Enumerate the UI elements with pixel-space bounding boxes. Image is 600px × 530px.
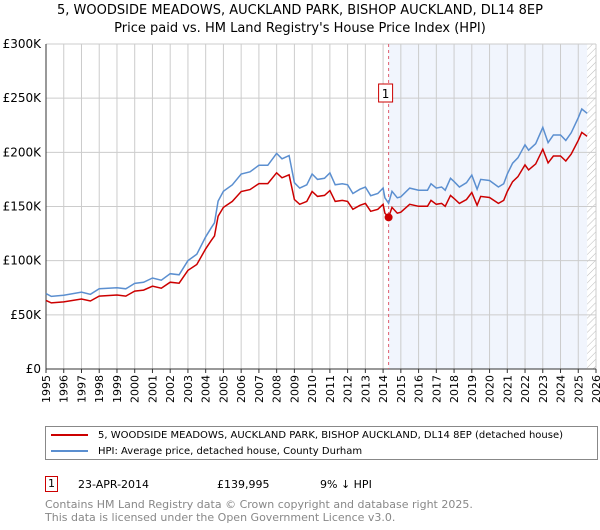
x-tick-label: 2009 [288,375,301,403]
property-price-line [45,131,588,304]
x-tick-label: 2006 [235,375,248,403]
x-tick-label: 2017 [430,375,443,403]
blue-line-swatch [51,450,88,452]
chart-subtitle: Price paid vs. HM Land Registry's House … [114,21,486,36]
x-tick-label: 2018 [448,375,461,403]
x-tick-label: 2026 [590,375,600,403]
x-tick-label: 2010 [306,375,319,403]
x-tick-label: 2005 [217,375,230,403]
x-tick-label: 1996 [58,375,71,403]
y-tick-label: £100K [3,254,43,268]
x-tick-label: 2015 [395,375,408,403]
y-tick-label: £150K [3,200,43,214]
price-chart: 1995 1996 1997 1998 1999 2000 2001 2002 2003 2004… [3,37,600,403]
x-tick-label: 2007 [253,375,266,403]
x-tick-label: 2013 [359,375,372,403]
x-tick-label: 2020 [484,375,497,403]
x-tick-label: 2004 [200,375,213,403]
sale-price: £139,995 [217,478,270,491]
x-tick-label: 1997 [75,375,88,403]
x-tick-label: 2022 [519,375,532,403]
x-tick-label: 2001 [146,375,159,403]
legend-item-property: 5, WOODSIDE MEADOWS, AUCKLAND PARK, BISH… [46,427,563,443]
x-tick-label: 1995 [40,375,53,403]
x-tick-label: 1999 [111,375,124,403]
legend: 5, WOODSIDE MEADOWS, AUCKLAND PARK, BISH… [45,426,598,460]
x-tick-label: 2019 [466,375,479,403]
footer-copyright: Contains HM Land Registry data © Crown c… [45,498,473,511]
y-tick-label: £0 [26,362,41,376]
sale-marker-point [384,213,393,222]
sale-marker-label: 1 [382,87,390,101]
y-tick-label: £250K [3,91,43,105]
x-tick-label: 2021 [501,375,514,403]
x-tick-label: 2003 [182,375,195,403]
x-tick-label: 2002 [164,375,177,403]
y-tick-label: £300K [3,37,43,51]
legend-label-hpi: HPI: Average price, detached house, Coun… [98,445,363,457]
x-tick-label: 2016 [413,375,426,403]
sale-marker-badge [378,83,394,103]
x-tick-label: 2011 [324,375,337,403]
sale-hpi-delta: 9% ↓ HPI [320,478,372,491]
x-tick-label: 2024 [555,375,568,403]
chart-title: 5, WOODSIDE MEADOWS, AUCKLAND PARK, BISH… [57,3,543,18]
x-tick-label: 2023 [537,375,550,403]
sale-date: 23-APR-2014 [78,478,150,491]
x-tick-label: 2000 [129,375,142,403]
hpi-line [45,107,588,298]
x-tick-label: 2008 [271,375,284,403]
x-tick-label: 1998 [93,375,106,403]
x-tick-label: 2014 [377,375,390,403]
y-tick-label: £200K [3,145,43,159]
legend-item-hpi: HPI: Average price, detached house, Coun… [46,443,362,459]
sale-number-badge: 1 [45,476,58,492]
y-tick-label: £50K [10,308,42,322]
footer-licence: This data is licensed under the Open Gov… [45,511,396,524]
x-tick-label: 2025 [572,375,585,403]
legend-label-property: 5, WOODSIDE MEADOWS, AUCKLAND PARK, BISH… [98,429,564,441]
x-tick-label: 2012 [342,375,355,403]
red-line-swatch [51,434,88,436]
